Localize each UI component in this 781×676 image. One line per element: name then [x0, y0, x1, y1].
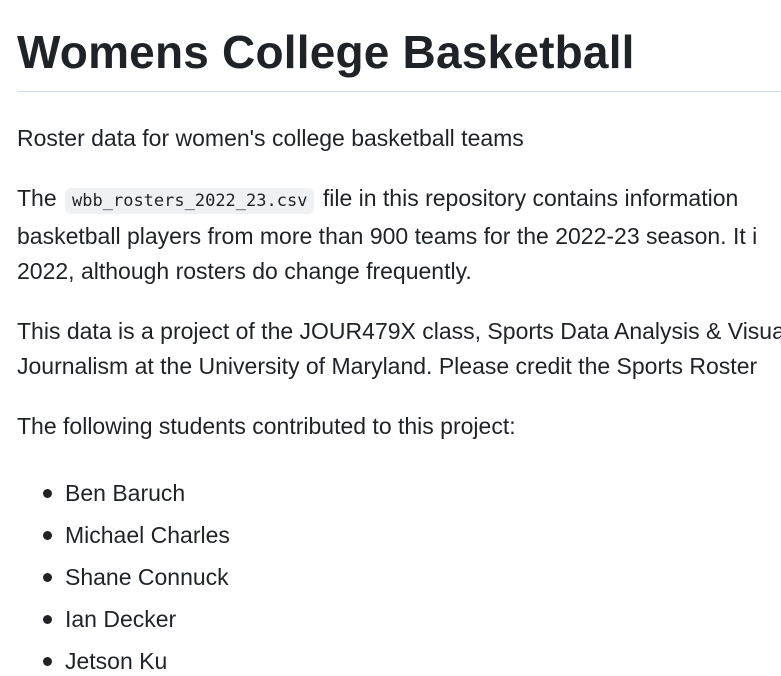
file-paragraph-line3: 2022, although rosters do change frequen…	[17, 258, 472, 284]
bullet-icon	[43, 531, 52, 540]
page-title: Womens College Basketball	[17, 26, 635, 78]
bullet-icon	[43, 657, 52, 666]
class-paragraph-line1: This data is a project of the JOUR479X c…	[17, 318, 781, 344]
file-paragraph-line2: basketball players from more than 900 te…	[17, 223, 758, 249]
class-paragraph-line2: Journalism at the University of Maryland…	[17, 353, 758, 379]
readme-content: Womens College Basketball Roster data fo…	[17, 0, 781, 676]
file-paragraph-lead: The	[17, 185, 64, 211]
student-name: Shane Connuck	[65, 564, 229, 590]
list-item: Ian Decker	[43, 598, 781, 640]
students-intro: The following students contributed to th…	[17, 413, 516, 439]
intro-paragraph: Roster data for women's college basketba…	[17, 125, 524, 151]
file-paragraph-line1-rest: file in this repository contains informa…	[316, 185, 739, 211]
bullet-icon	[43, 615, 52, 624]
list-item: Michael Charles	[43, 514, 781, 556]
list-item: Shane Connuck	[43, 556, 781, 598]
bullet-icon	[43, 489, 52, 498]
student-name: Michael Charles	[65, 522, 230, 548]
students-list: Ben Baruch Michael Charles Shane Connuck…	[17, 472, 781, 676]
csv-filename-code: wbb_rosters_2022_23.csv	[65, 188, 315, 214]
student-name: Jetson Ku	[65, 648, 168, 674]
list-item: Ben Baruch	[43, 472, 781, 514]
file-description-paragraph: The wbb_rosters_2022_23.csv file in this…	[17, 181, 781, 289]
student-name: Ian Decker	[65, 606, 177, 632]
bullet-icon	[43, 573, 52, 582]
student-name: Ben Baruch	[65, 480, 186, 506]
list-item: Jetson Ku	[43, 640, 781, 676]
title-divider	[17, 91, 781, 92]
class-paragraph: This data is a project of the JOUR479X c…	[17, 314, 781, 384]
